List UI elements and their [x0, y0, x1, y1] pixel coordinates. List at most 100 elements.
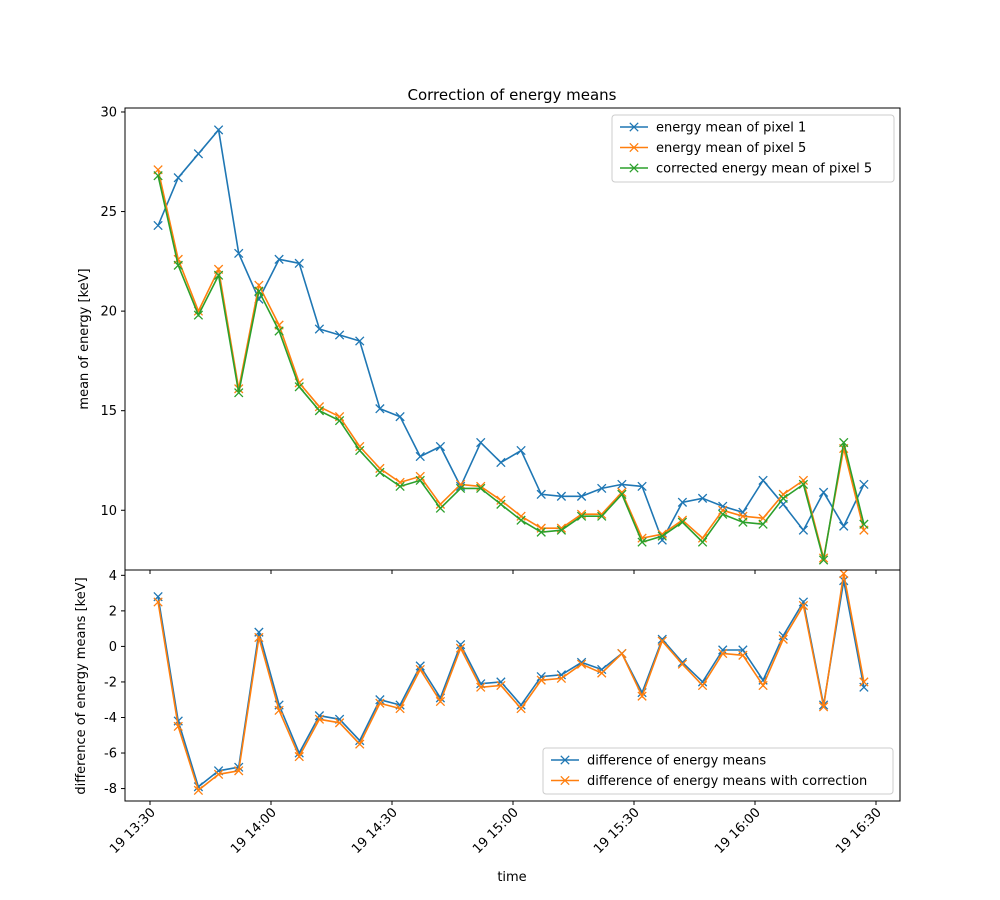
top-data-point	[839, 437, 849, 448]
top-data-point	[375, 463, 385, 474]
top-data-point	[375, 404, 385, 414]
bottom-x-tick-label: 19 14:00	[228, 805, 280, 857]
top-data-point	[718, 501, 728, 511]
top-data-point	[294, 382, 304, 392]
top-legend-marker	[629, 142, 639, 153]
bottom-data-point	[516, 700, 526, 710]
bottom-data-point	[516, 703, 526, 714]
bottom-data-point	[657, 636, 667, 646]
top-axes-background	[125, 108, 900, 570]
bottom-y-tick-label: 4	[109, 569, 117, 584]
bottom-data-point	[334, 718, 345, 728]
top-legend-label: energy mean of pixel 5	[656, 141, 806, 156]
top-data-point	[193, 310, 204, 320]
top-data-point	[738, 517, 748, 527]
bottom-data-point	[637, 691, 647, 701]
top-data-point	[173, 173, 183, 183]
top-data-point	[435, 503, 446, 513]
bottom-data-point	[375, 698, 385, 708]
top-y-tick-label: 20	[100, 305, 117, 320]
top-data-point	[435, 441, 446, 452]
top-legend-label: corrected energy mean of pixel 5	[656, 162, 872, 177]
top-legend-marker	[629, 122, 639, 132]
top-legend: energy mean of pixel 1 energy mean of pix…	[611, 114, 895, 183]
top-series-line	[157, 128, 865, 543]
top-data-point	[476, 483, 486, 494]
bottom-data-point	[375, 695, 385, 705]
bottom-data-point	[153, 597, 163, 607]
top-data-point	[697, 493, 708, 503]
top-data-point	[193, 149, 204, 159]
bottom-x-tick-label: 19 16:00	[712, 805, 764, 857]
top-data-point	[637, 481, 647, 492]
chart-title: Correction of energy means	[408, 86, 617, 104]
bottom-data-point	[697, 680, 708, 691]
top-y-tick-label: 30	[100, 105, 117, 120]
top-data-point	[314, 324, 325, 334]
bottom-legend-box	[542, 747, 894, 795]
top-data-point	[153, 171, 163, 181]
bottom-x-tick-label: 19 16:30	[833, 805, 885, 857]
top-y-tick-label: 15	[100, 404, 117, 419]
bottom-data-point	[718, 645, 728, 655]
top-data-point	[839, 521, 849, 531]
top-data-point	[597, 483, 607, 494]
bottom-data-point	[758, 680, 768, 691]
top-data-point	[697, 537, 708, 547]
bottom-y-tick-label: 0	[109, 640, 117, 655]
top-y-tick-label: 25	[100, 205, 117, 220]
top-data-point	[476, 437, 486, 448]
top-data-point	[334, 330, 345, 340]
top-data-point	[153, 220, 163, 231]
bottom-data-point	[697, 677, 708, 687]
top-data-point	[536, 489, 546, 499]
bottom-data-point	[355, 739, 365, 749]
top-data-point	[617, 487, 627, 497]
top-data-point	[597, 509, 607, 519]
top-data-point	[254, 286, 264, 296]
top-data-point	[415, 451, 425, 462]
bottom-y-tick-label: -8	[104, 782, 117, 797]
top-data-point	[334, 415, 345, 426]
bottom-data-point	[536, 675, 546, 685]
top-data-point	[617, 479, 627, 490]
top-data-point	[798, 479, 809, 490]
top-data-point	[637, 537, 647, 547]
top-data-point	[556, 525, 567, 535]
bottom-data-point	[193, 785, 204, 795]
top-data-point	[355, 336, 365, 346]
top-data-point	[758, 519, 768, 529]
bottom-legend-marker	[560, 775, 570, 786]
bottom-y-axis-label: difference of energy means [keV]	[74, 577, 89, 794]
top-legend-box	[611, 114, 895, 183]
top-data-point	[697, 533, 708, 543]
bottom-data-point	[415, 661, 425, 671]
bottom-data-point	[415, 664, 425, 675]
top-data-point	[415, 471, 425, 482]
bottom-data-point	[476, 682, 486, 692]
top-data-point	[576, 511, 587, 521]
top-data-point	[314, 406, 325, 416]
top-data-point	[496, 457, 506, 468]
bottom-y-tick-label: -4	[104, 711, 117, 726]
bottom-data-point	[455, 639, 466, 650]
top-data-point	[758, 475, 768, 486]
top-data-point	[274, 326, 284, 336]
bottom-series-line	[157, 573, 865, 792]
top-data-point	[496, 499, 506, 509]
top-data-point	[455, 479, 466, 490]
top-data-point	[435, 499, 446, 509]
top-y-tick-label: 10	[100, 504, 117, 519]
top-data-point	[516, 515, 526, 525]
bottom-y-tick-label: -6	[104, 747, 117, 762]
bottom-series-2	[153, 568, 869, 795]
bottom-legend-label: difference of energy means with correcti…	[587, 774, 867, 789]
top-data-point	[859, 479, 869, 490]
top-series-line	[157, 175, 865, 561]
bottom-data-point	[677, 659, 688, 669]
top-data-point	[395, 412, 405, 422]
top-legend-marker	[629, 163, 639, 173]
bottom-data-point	[556, 670, 567, 680]
top-data-point	[677, 497, 688, 507]
